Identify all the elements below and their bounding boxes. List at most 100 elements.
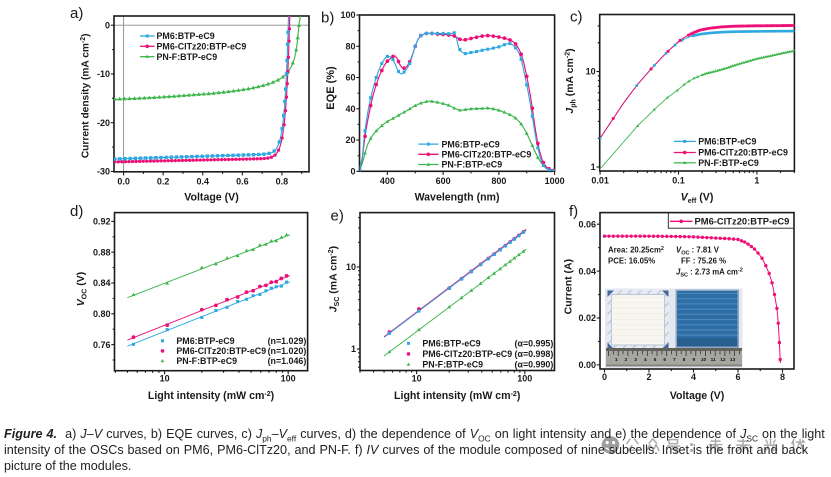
svg-text:6: 6: [663, 357, 666, 363]
svg-text:100: 100: [281, 374, 296, 384]
svg-text:PM6:BTP-eC9: PM6:BTP-eC9: [698, 137, 756, 147]
svg-text:0.84: 0.84: [93, 278, 111, 288]
svg-text:100: 100: [517, 374, 532, 384]
svg-text:PM6-ClTz20:BTP-eC9: PM6-ClTz20:BTP-eC9: [698, 148, 788, 158]
svg-text:Wavelength (nm): Wavelength (nm): [415, 191, 500, 203]
svg-text:-30: -30: [97, 167, 110, 177]
svg-text:Light intensity (mW cm-2): Light intensity (mW cm-2): [394, 390, 520, 402]
svg-text:0.92: 0.92: [93, 217, 111, 227]
svg-text:c): c): [570, 9, 583, 26]
svg-text:PM6-ClTz20:BTP-eC9: PM6-ClTz20:BTP-eC9: [157, 42, 247, 52]
svg-text:PM6:BTP-eC9: PM6:BTP-eC9: [176, 336, 234, 346]
svg-text:VOC (V): VOC (V): [75, 272, 89, 306]
svg-text:0.01: 0.01: [591, 176, 609, 186]
svg-text:0.88: 0.88: [93, 247, 111, 257]
svg-text:0.2: 0.2: [157, 176, 170, 186]
svg-text:5: 5: [654, 357, 657, 363]
svg-text:FF : 75.26 %: FF : 75.26 %: [681, 257, 726, 266]
svg-text:1: 1: [615, 357, 618, 363]
svg-text:PM6-ClTz20:BTP-eC9: PM6-ClTz20:BTP-eC9: [422, 349, 512, 359]
svg-text:Jph (mA cm-2): Jph (mA cm-2): [564, 48, 578, 113]
svg-text:Current (A): Current (A): [563, 259, 575, 314]
svg-text:10: 10: [412, 374, 422, 384]
svg-text:9: 9: [692, 357, 695, 363]
svg-text:Light intensity (mW cm-2): Light intensity (mW cm-2): [148, 390, 274, 402]
svg-text:VOC : 7.81 V: VOC : 7.81 V: [676, 246, 720, 257]
svg-text:0.02: 0.02: [578, 313, 596, 323]
svg-text:PM6:BTP-eC9: PM6:BTP-eC9: [422, 339, 480, 349]
svg-text:1: 1: [591, 162, 596, 172]
svg-text:(α=0.990): (α=0.990): [515, 360, 554, 370]
svg-text:10: 10: [701, 357, 707, 363]
svg-text:0: 0: [350, 167, 355, 177]
svg-text:1000: 1000: [545, 176, 565, 186]
svg-text:600: 600: [436, 176, 451, 186]
svg-text:0.4: 0.4: [197, 176, 210, 186]
svg-text:6: 6: [735, 372, 740, 382]
svg-text:800: 800: [491, 176, 506, 186]
svg-text:f): f): [569, 203, 578, 220]
svg-text:PM6-ClTz20:BTP-eC9: PM6-ClTz20:BTP-eC9: [695, 215, 790, 226]
svg-text:Voltage (V): Voltage (V): [184, 191, 239, 203]
svg-text:0.8: 0.8: [276, 176, 289, 186]
svg-text:0.6: 0.6: [236, 176, 249, 186]
svg-text:PN-F:BTP-eC9: PN-F:BTP-eC9: [698, 158, 759, 168]
svg-text:-10: -10: [97, 69, 110, 79]
svg-text:11: 11: [711, 357, 716, 363]
svg-text:Voltage (V): Voltage (V): [670, 390, 725, 402]
svg-text:PN-F:BTP-eC9: PN-F:BTP-eC9: [422, 360, 483, 370]
svg-text:(α=0.998): (α=0.998): [515, 349, 554, 359]
svg-text:0.06: 0.06: [578, 219, 596, 229]
svg-text:b): b): [321, 9, 334, 26]
svg-text:10: 10: [346, 262, 356, 272]
svg-text:JSC : 2.73 mA cm-2: JSC : 2.73 mA cm-2: [676, 267, 743, 278]
svg-text:0.0: 0.0: [117, 176, 130, 186]
svg-text:100: 100: [340, 10, 355, 20]
svg-text:e): e): [331, 208, 344, 225]
svg-text:(n=1.029): (n=1.029): [268, 336, 307, 346]
svg-text:8: 8: [780, 372, 785, 382]
svg-text:0.76: 0.76: [93, 340, 111, 350]
svg-text:4: 4: [691, 372, 696, 382]
svg-text:0: 0: [602, 372, 607, 382]
svg-text:12: 12: [720, 357, 726, 363]
svg-text:-20: -20: [97, 118, 110, 128]
svg-text:0: 0: [105, 20, 110, 30]
svg-text:8: 8: [683, 357, 686, 363]
svg-text:7: 7: [673, 357, 676, 363]
svg-text:Veff (V): Veff (V): [681, 191, 714, 205]
svg-text:PN-F:BTP-eC9: PN-F:BTP-eC9: [442, 160, 503, 170]
svg-text:20: 20: [345, 135, 355, 145]
svg-text:(α=0.995): (α=0.995): [515, 339, 554, 349]
svg-text:PN-F:BTP-eC9: PN-F:BTP-eC9: [157, 52, 218, 62]
svg-text:1: 1: [351, 344, 356, 354]
svg-text:80: 80: [345, 41, 355, 51]
svg-text:PCE: 16.05%: PCE: 16.05%: [608, 257, 655, 266]
svg-text:EQE (%): EQE (%): [325, 66, 337, 110]
svg-text:PN-F:BTP-eC9: PN-F:BTP-eC9: [176, 356, 237, 366]
svg-text:13: 13: [730, 357, 736, 363]
svg-text:(n=1.046): (n=1.046): [268, 356, 307, 366]
svg-text:1: 1: [754, 176, 759, 186]
svg-text:40: 40: [345, 104, 355, 114]
svg-text:0.04: 0.04: [578, 266, 596, 276]
svg-text:PM6:BTP-eC9: PM6:BTP-eC9: [442, 139, 500, 149]
svg-text:PM6-ClTz20:BTP-eC9: PM6-ClTz20:BTP-eC9: [442, 150, 532, 160]
svg-text:2: 2: [625, 357, 628, 363]
svg-text:JSC (mA cm-2): JSC (mA cm-2): [328, 246, 342, 312]
svg-text:10: 10: [160, 374, 170, 384]
svg-text:0.00: 0.00: [578, 360, 596, 370]
svg-text:a): a): [70, 5, 83, 22]
svg-text:Area: 20.25cm2: Area: 20.25cm2: [608, 246, 664, 255]
svg-text:60: 60: [345, 73, 355, 83]
svg-text:10: 10: [586, 67, 596, 77]
svg-text:Current density (mA cm-2): Current density (mA cm-2): [80, 33, 91, 158]
svg-text:(n=1.020): (n=1.020): [268, 346, 307, 356]
svg-text:4: 4: [644, 357, 647, 363]
svg-text:0.1: 0.1: [672, 176, 685, 186]
svg-text:3: 3: [634, 357, 637, 363]
svg-text:0.80: 0.80: [93, 309, 111, 319]
svg-text:2: 2: [646, 372, 651, 382]
svg-text:PM6:BTP-eC9: PM6:BTP-eC9: [157, 31, 215, 41]
svg-text:d): d): [70, 203, 83, 220]
